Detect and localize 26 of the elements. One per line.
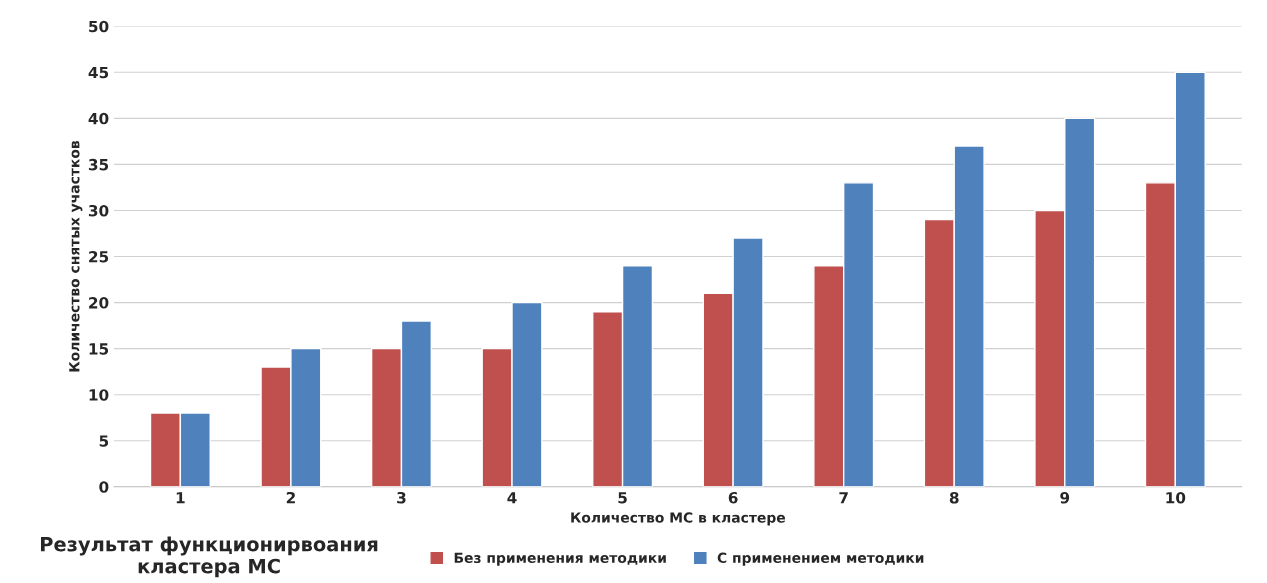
y-tick-label: 40 (88, 112, 109, 125)
y-tick-label: 15 (89, 343, 109, 355)
x-tick-label: 5 (618, 492, 627, 504)
y-tick-label: 35 (88, 158, 109, 171)
x-tick-label: 10 (1166, 491, 1186, 504)
legend-label: С применением методики (717, 552, 924, 566)
x-tick-label: 9 (1060, 491, 1070, 504)
y-tick-label: 45 (88, 66, 109, 79)
y-axis-title: Количество снятых участков (69, 140, 83, 372)
x-tick-label: 8 (949, 491, 959, 504)
y-tick-label: 0 (99, 481, 109, 493)
x-tick-label: 6 (728, 491, 738, 504)
y-tick-label: 5 (99, 435, 109, 447)
x-axis-title: Количество МС в кластере (571, 512, 786, 526)
y-tick-label: 10 (89, 389, 109, 401)
x-tick-label: 2 (286, 491, 295, 504)
x-tick-label: 1 (176, 492, 185, 504)
y-tick-label: 30 (88, 204, 109, 217)
text: Результат функционирвоания кластера МС (41, 536, 378, 578)
x-tick-label: 3 (397, 491, 406, 504)
y-tick-label: 20 (89, 297, 109, 309)
y-tick-label: 25 (89, 250, 109, 263)
x-tick-label: 7 (839, 492, 848, 504)
y-tick-label: 50 (89, 20, 109, 33)
x-tick-label: 4 (507, 492, 517, 504)
legend-label: Без применения методики (454, 552, 666, 566)
